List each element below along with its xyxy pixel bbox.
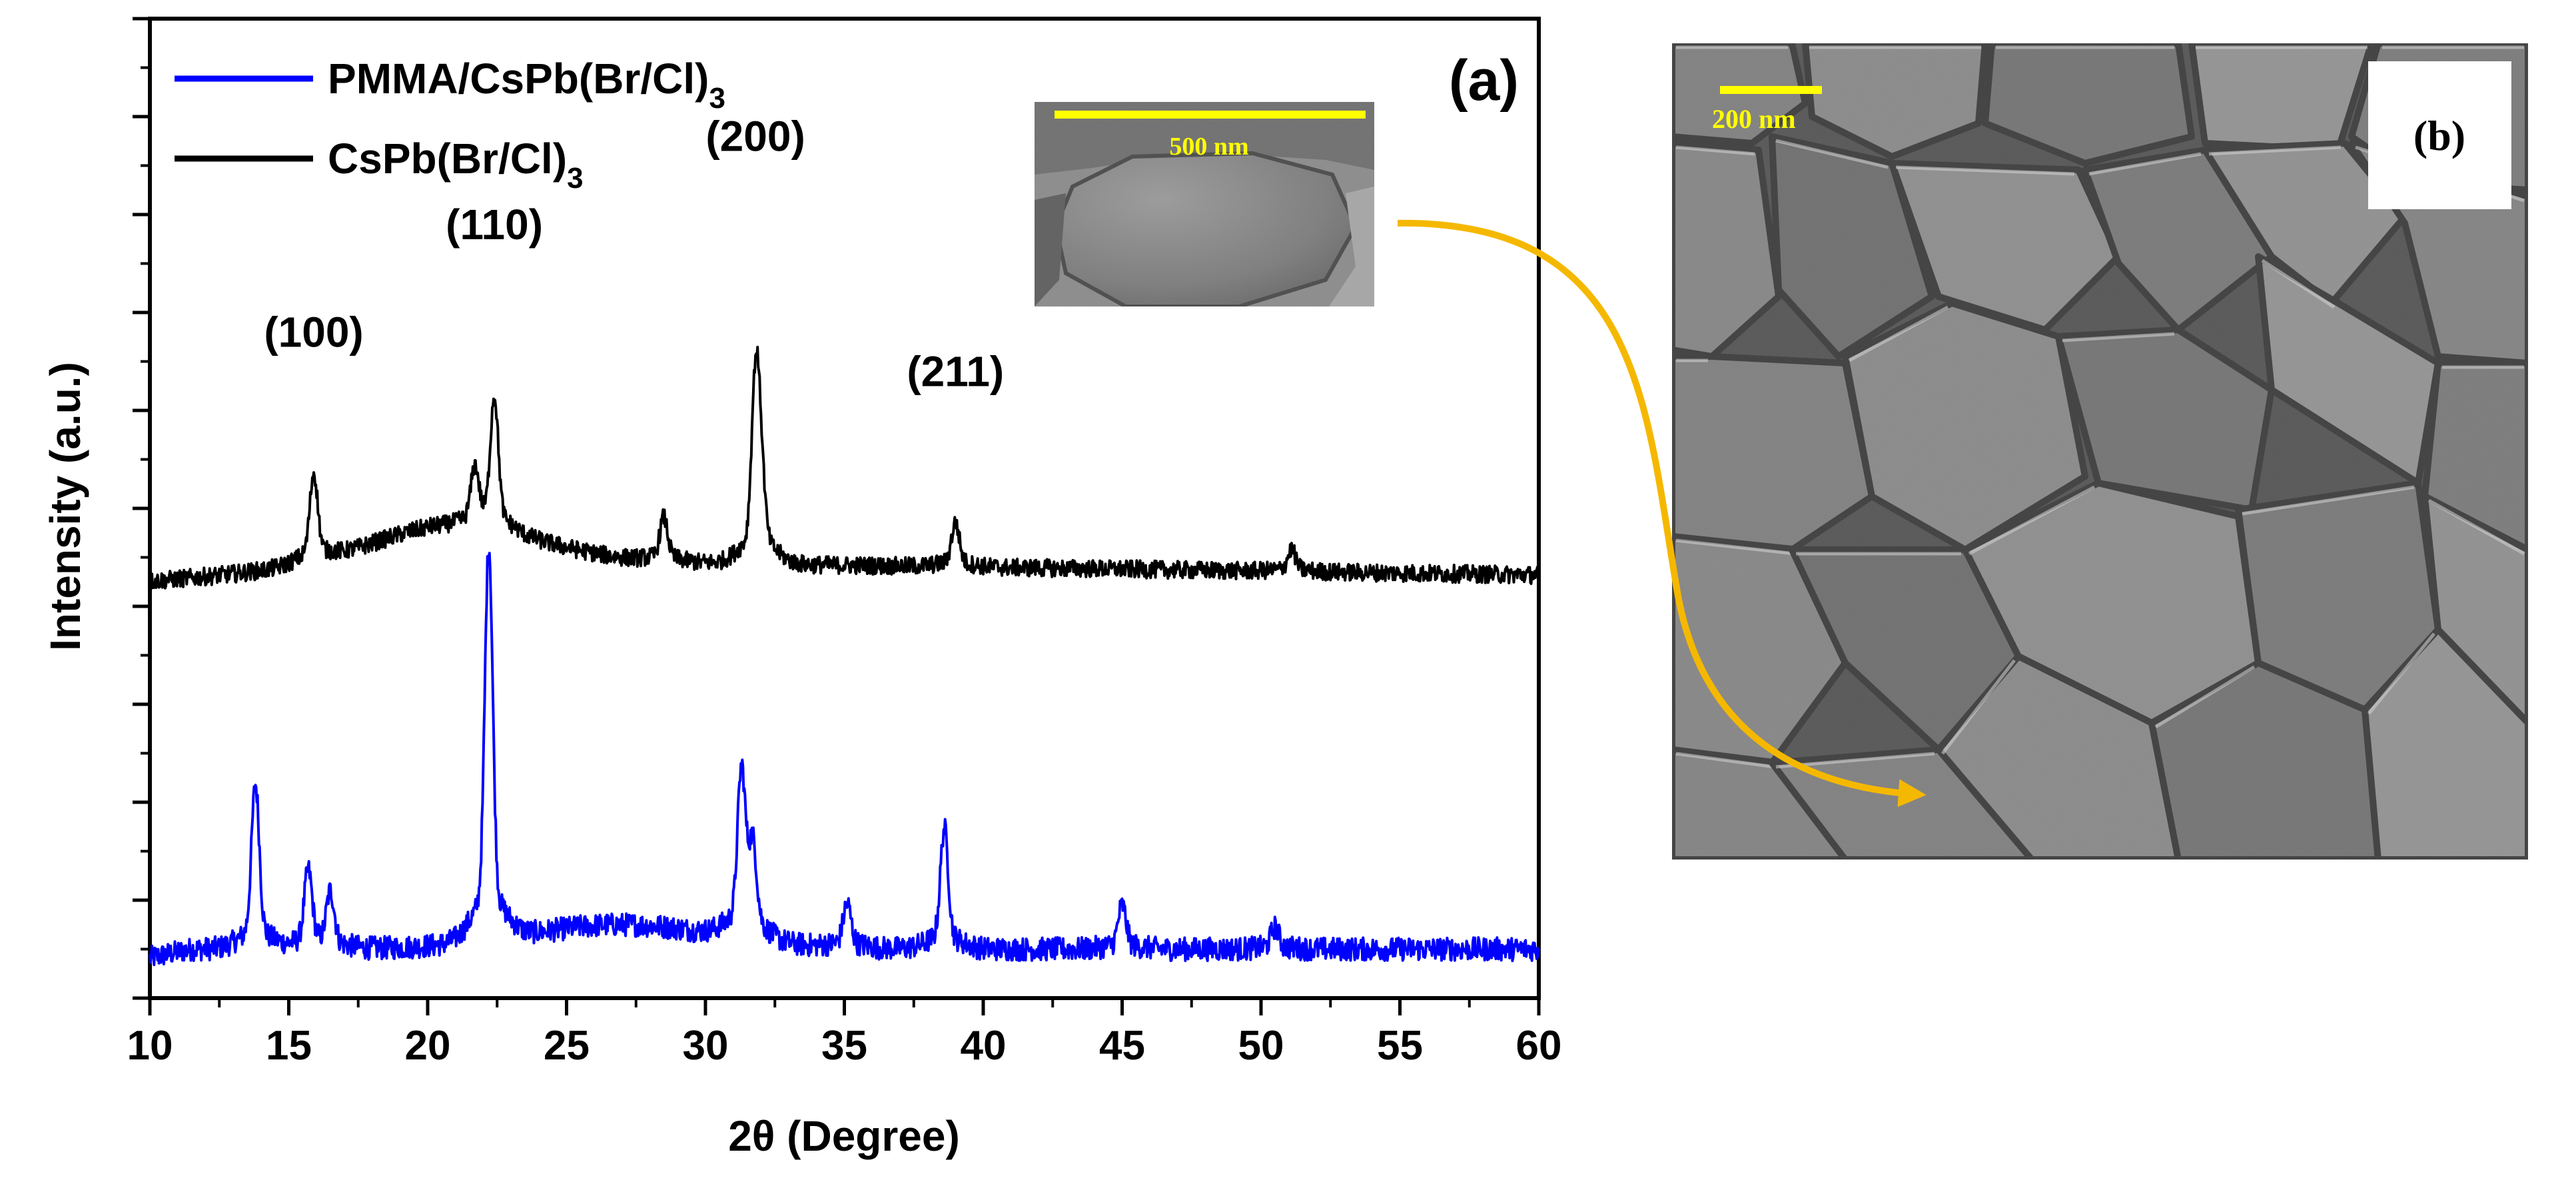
inset-scale-label: 500 nm	[1169, 133, 1248, 161]
peak-label: (200)	[705, 112, 805, 160]
x-tick-label: 50	[1238, 1023, 1284, 1069]
legend: PMMA/CsPb(Br/Cl)3 CsPb(Br/Cl)3	[175, 55, 725, 195]
series-line-cspb	[149, 345, 1540, 590]
x-tick-label: 20	[405, 1023, 451, 1069]
x-tick-label: 55	[1377, 1023, 1423, 1069]
legend-label-pmma: PMMA/CsPb(Br/Cl)3	[328, 55, 725, 115]
x-axis-ticks	[148, 998, 1541, 1015]
xrd-chart: 10 15 20 25 30 35 40 45 50 55 60 (100) (110) (200) (2…	[41, 17, 1562, 1160]
inset-sem-image: 500 nm	[1035, 102, 1374, 306]
sem-scale-label: 200 nm	[1712, 104, 1796, 134]
y-axis-label: Intensity (a.u.)	[41, 362, 89, 651]
x-tick-label: 25	[544, 1023, 590, 1069]
x-tick-label: 35	[821, 1023, 867, 1069]
sem-image-panel: (b) 200 nm	[1672, 43, 2528, 860]
peak-annotations: (100) (110) (200) (211)	[264, 112, 1004, 395]
panel-label-b: (b)	[2413, 112, 2465, 159]
x-tick-label: 60	[1516, 1023, 1562, 1069]
series-layer	[149, 345, 1540, 966]
peak-label: (211)	[907, 347, 1004, 395]
legend-label-cspb: CsPb(Br/Cl)3	[328, 135, 584, 195]
series-line-pmma	[149, 552, 1540, 966]
x-tick-label: 15	[266, 1023, 312, 1069]
zoom-arrow	[1397, 219, 1927, 808]
x-tick-label: 10	[127, 1023, 173, 1069]
x-axis-label: 2θ (Degree)	[728, 1112, 960, 1160]
sem-label-box	[2368, 61, 2511, 209]
peak-label: (100)	[264, 308, 363, 356]
x-tick-label: 45	[1099, 1023, 1145, 1069]
x-tick-label: 40	[961, 1023, 1007, 1069]
y-axis-ticks	[133, 17, 150, 1000]
x-axis-tick-labels: 10 15 20 25 30 35 40 45 50 55 60	[127, 1023, 1562, 1069]
x-tick-label: 30	[683, 1023, 729, 1069]
peak-label: (110)	[446, 201, 543, 249]
panel-label-a: (a)	[1449, 49, 1519, 113]
